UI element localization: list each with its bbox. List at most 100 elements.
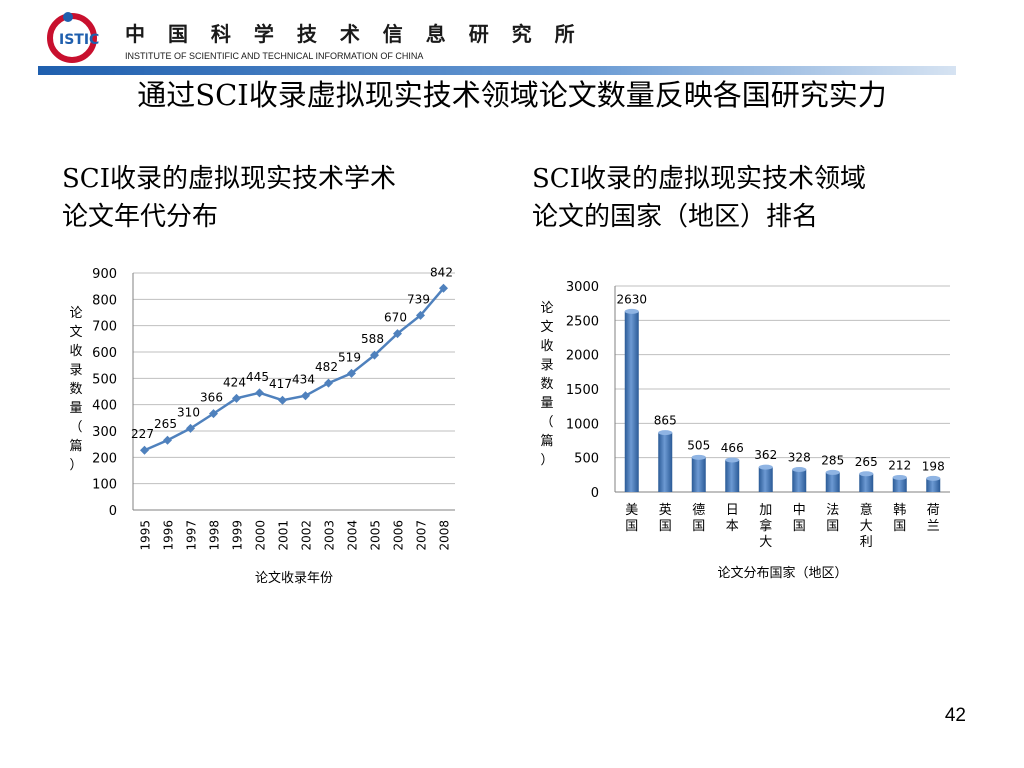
left-chart-heading: SCI收录的虚拟现实技术学术 论文年代分布 <box>62 160 396 236</box>
bar <box>859 473 874 492</box>
x-tick-label-char: 国 <box>893 519 906 534</box>
data-point <box>232 393 241 403</box>
y-axis-title-char: 篇 <box>69 439 82 454</box>
year-line-chart: 0 100 200 300 400 500 600 700 800 900 1995 1996 1997… <box>69 265 455 586</box>
x-tick-label: 1997 <box>185 520 199 551</box>
data-label: 227 <box>131 427 154 441</box>
data-point <box>278 395 287 405</box>
y-axis-title-char: 论 <box>540 301 553 316</box>
x-tick-label-char: 日 <box>726 503 739 518</box>
bar-top <box>624 308 639 314</box>
bar <box>691 457 706 492</box>
bar-top <box>825 469 840 475</box>
x-tick-label: 2005 <box>369 520 383 551</box>
y-axis-title-char: 录 <box>540 358 553 373</box>
bar <box>658 432 673 492</box>
x-tick-label-char: 国 <box>692 519 705 534</box>
y-tick-label: 0 <box>591 486 599 501</box>
x-tick-label-char: 国 <box>625 519 638 534</box>
istic-logo: ISTIC <box>47 12 99 63</box>
data-label: 424 <box>223 375 246 389</box>
slide-title: 通过SCI收录虚拟现实技术领域论文数量反映各国研究实力 <box>137 78 887 112</box>
y-tick-label: 900 <box>92 267 117 282</box>
data-point <box>301 391 310 401</box>
data-point <box>370 350 379 360</box>
x-tick-label-char: 韩 <box>893 503 906 518</box>
x-tick-label: 2007 <box>415 520 429 551</box>
data-label: 445 <box>246 370 269 384</box>
y-axis-title-char: 收 <box>69 344 82 359</box>
org-name-cn: 中 国 科 学 技 术 信 息 研 究 所 <box>125 22 583 46</box>
y-tick-label: 500 <box>92 372 117 387</box>
right-chart-heading: SCI收录的虚拟现实技术领域 论文的国家（地区）排名 <box>532 160 866 236</box>
data-point <box>416 310 425 320</box>
bar <box>926 478 941 492</box>
y-axis-title-char: （ <box>69 420 82 435</box>
data-label: 588 <box>361 332 384 346</box>
x-tick-label: 1996 <box>162 520 176 551</box>
x-tick-label-char: 荷 <box>927 503 940 518</box>
left-heading-line2: 论文年代分布 <box>62 202 219 232</box>
x-tick-label-char: 国 <box>793 519 806 534</box>
x-tick-label: 2004 <box>346 520 360 551</box>
data-label: 482 <box>315 360 338 374</box>
right-heading-line1: SCI收录的虚拟现实技术领域 <box>532 164 866 194</box>
x-tick-label-char: 本 <box>726 519 739 534</box>
y-axis-title-char: 收 <box>540 339 553 354</box>
y-axis-title-char: 数 <box>69 382 82 397</box>
data-label: 434 <box>292 373 315 387</box>
bar <box>758 467 773 492</box>
x-tick-label-char: 意 <box>860 502 873 518</box>
data-label: 2630 <box>616 292 647 306</box>
y-tick-label: 100 <box>92 478 117 493</box>
y-tick-label: 800 <box>92 293 117 308</box>
data-point <box>163 435 172 445</box>
data-label: 417 <box>269 377 292 391</box>
data-label: 366 <box>200 391 223 405</box>
x-tick-label-char: 国 <box>659 519 672 534</box>
data-label: 310 <box>177 405 200 419</box>
x-tick-label: 2006 <box>392 520 406 551</box>
data-label: 466 <box>721 441 744 455</box>
data-point <box>324 378 333 388</box>
x-axis-title: 论文收录年份 <box>255 571 333 586</box>
bar <box>624 311 639 492</box>
y-tick-label: 400 <box>92 399 117 414</box>
data-label: 739 <box>407 292 430 306</box>
data-label: 865 <box>654 414 677 428</box>
x-axis-title: 论文分布国家（地区） <box>717 565 847 581</box>
bar-top <box>691 454 706 460</box>
bar-top <box>725 457 740 463</box>
x-tick-label-char: 中 <box>793 503 806 518</box>
bar-top <box>859 471 874 477</box>
bar-top <box>758 464 773 470</box>
data-label: 198 <box>922 459 945 473</box>
y-tick-label: 3000 <box>566 280 599 295</box>
data-label: 670 <box>384 311 407 325</box>
data-label: 285 <box>821 453 844 467</box>
data-label: 265 <box>154 417 177 431</box>
y-axis-title-char: 篇 <box>540 434 553 449</box>
data-label: 505 <box>687 438 710 452</box>
y-axis-title-char: 文 <box>69 325 82 340</box>
y-axis-title-char: 论 <box>69 306 82 321</box>
left-heading-line1: SCI收录的虚拟现实技术学术 <box>62 164 396 194</box>
x-tick-label-char: 加 <box>759 503 772 518</box>
bar <box>892 477 907 492</box>
y-tick-label: 300 <box>92 425 117 440</box>
data-point <box>439 283 448 293</box>
data-label: 842 <box>430 265 453 279</box>
bar <box>725 460 740 492</box>
x-tick-label-char: 利 <box>860 535 873 550</box>
y-axis-title-char: （ <box>540 415 553 430</box>
data-point <box>186 423 195 433</box>
data-point <box>209 409 218 419</box>
bar-top <box>926 475 941 481</box>
bar-top <box>792 466 807 472</box>
data-label: 328 <box>788 450 811 464</box>
x-tick-label-char: 大 <box>860 519 873 534</box>
y-axis-title-char: 数 <box>540 377 553 392</box>
y-tick-label: 1000 <box>566 417 599 432</box>
y-tick-label: 700 <box>92 320 117 335</box>
data-point <box>347 368 356 378</box>
